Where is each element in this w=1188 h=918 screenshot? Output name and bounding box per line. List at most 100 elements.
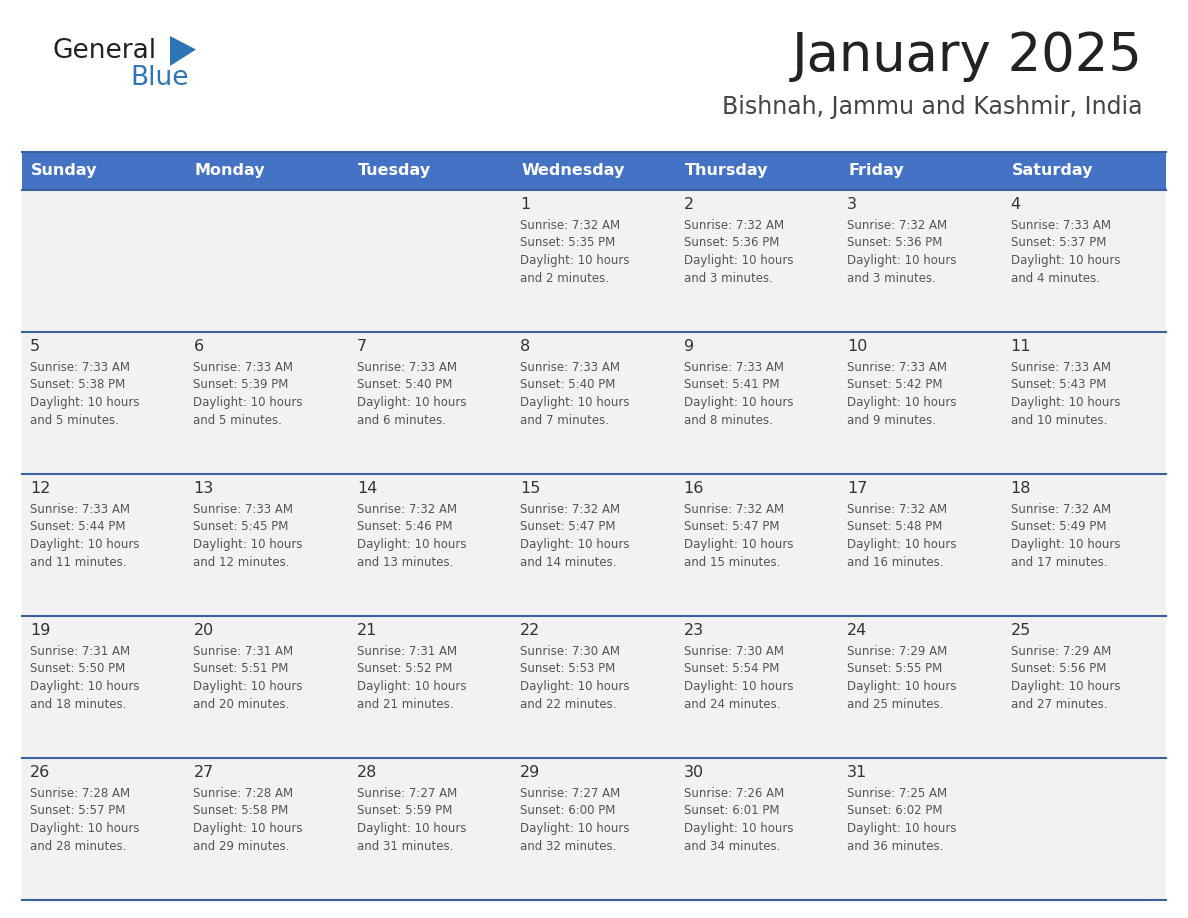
Text: and 18 minutes.: and 18 minutes. <box>30 698 126 711</box>
Text: Sunset: 5:58 PM: Sunset: 5:58 PM <box>194 804 289 818</box>
Text: Daylight: 10 hours: Daylight: 10 hours <box>847 822 956 835</box>
Bar <box>185 758 349 900</box>
Text: 19: 19 <box>30 623 50 638</box>
Bar <box>23 616 185 758</box>
Text: and 21 minutes.: and 21 minutes. <box>356 698 454 711</box>
Text: Sunrise: 7:32 AM: Sunrise: 7:32 AM <box>684 503 784 516</box>
Text: Daylight: 10 hours: Daylight: 10 hours <box>1011 680 1120 693</box>
Text: 2: 2 <box>684 197 694 212</box>
Text: Sunrise: 7:32 AM: Sunrise: 7:32 AM <box>684 219 784 232</box>
Bar <box>839 190 1003 332</box>
Text: and 25 minutes.: and 25 minutes. <box>847 698 943 711</box>
Bar <box>185 474 349 616</box>
Text: and 17 minutes.: and 17 minutes. <box>1011 555 1107 568</box>
Text: and 14 minutes.: and 14 minutes. <box>520 555 617 568</box>
Text: Sunset: 5:53 PM: Sunset: 5:53 PM <box>520 663 615 676</box>
Text: Daylight: 10 hours: Daylight: 10 hours <box>356 538 467 551</box>
Text: Daylight: 10 hours: Daylight: 10 hours <box>30 680 139 693</box>
Bar <box>512 190 676 332</box>
Bar <box>1003 474 1165 616</box>
Text: Sunset: 5:45 PM: Sunset: 5:45 PM <box>194 521 289 533</box>
Text: and 3 minutes.: and 3 minutes. <box>684 272 772 285</box>
Text: Daylight: 10 hours: Daylight: 10 hours <box>847 538 956 551</box>
Bar <box>1003 190 1165 332</box>
Text: and 27 minutes.: and 27 minutes. <box>1011 698 1107 711</box>
Text: Sunrise: 7:32 AM: Sunrise: 7:32 AM <box>1011 503 1111 516</box>
Text: 8: 8 <box>520 339 531 354</box>
Text: Sunset: 5:44 PM: Sunset: 5:44 PM <box>30 521 126 533</box>
Bar <box>349 332 512 474</box>
Text: Sunset: 6:01 PM: Sunset: 6:01 PM <box>684 804 779 818</box>
Text: 29: 29 <box>520 765 541 780</box>
Text: Daylight: 10 hours: Daylight: 10 hours <box>1011 396 1120 409</box>
Text: Daylight: 10 hours: Daylight: 10 hours <box>356 680 467 693</box>
Text: Monday: Monday <box>195 163 265 178</box>
Bar <box>23 758 185 900</box>
Text: Sunrise: 7:31 AM: Sunrise: 7:31 AM <box>356 645 457 658</box>
Text: 30: 30 <box>684 765 703 780</box>
Text: Blue: Blue <box>129 65 189 91</box>
Text: 25: 25 <box>1011 623 1031 638</box>
Text: 16: 16 <box>684 481 704 496</box>
Text: Sunset: 5:39 PM: Sunset: 5:39 PM <box>194 378 289 391</box>
Bar <box>839 152 1003 190</box>
Text: Sunset: 6:00 PM: Sunset: 6:00 PM <box>520 804 615 818</box>
Text: Daylight: 10 hours: Daylight: 10 hours <box>194 822 303 835</box>
Text: Sunrise: 7:33 AM: Sunrise: 7:33 AM <box>520 361 620 374</box>
Text: 23: 23 <box>684 623 703 638</box>
Text: 6: 6 <box>194 339 203 354</box>
Text: Daylight: 10 hours: Daylight: 10 hours <box>847 254 956 267</box>
Text: Daylight: 10 hours: Daylight: 10 hours <box>684 822 794 835</box>
Text: 9: 9 <box>684 339 694 354</box>
Text: Sunrise: 7:32 AM: Sunrise: 7:32 AM <box>847 219 947 232</box>
Bar <box>676 190 839 332</box>
Bar <box>512 474 676 616</box>
Text: and 3 minutes.: and 3 minutes. <box>847 272 936 285</box>
Text: Sunrise: 7:33 AM: Sunrise: 7:33 AM <box>194 361 293 374</box>
Text: 22: 22 <box>520 623 541 638</box>
Text: Sunrise: 7:30 AM: Sunrise: 7:30 AM <box>520 645 620 658</box>
Text: Sunday: Sunday <box>31 163 97 178</box>
Text: Daylight: 10 hours: Daylight: 10 hours <box>356 396 467 409</box>
Text: Thursday: Thursday <box>684 163 769 178</box>
Text: Daylight: 10 hours: Daylight: 10 hours <box>520 396 630 409</box>
Text: Sunrise: 7:28 AM: Sunrise: 7:28 AM <box>194 787 293 800</box>
Text: 5: 5 <box>30 339 40 354</box>
Text: Daylight: 10 hours: Daylight: 10 hours <box>194 538 303 551</box>
Text: Daylight: 10 hours: Daylight: 10 hours <box>30 538 139 551</box>
Text: Sunset: 5:38 PM: Sunset: 5:38 PM <box>30 378 125 391</box>
Text: and 20 minutes.: and 20 minutes. <box>194 698 290 711</box>
Text: Sunset: 5:57 PM: Sunset: 5:57 PM <box>30 804 126 818</box>
Text: Sunset: 5:46 PM: Sunset: 5:46 PM <box>356 521 453 533</box>
Text: General: General <box>52 38 156 64</box>
Bar <box>676 616 839 758</box>
Text: Daylight: 10 hours: Daylight: 10 hours <box>1011 538 1120 551</box>
Bar <box>349 758 512 900</box>
Bar <box>23 152 185 190</box>
Bar <box>676 152 839 190</box>
Bar <box>1003 758 1165 900</box>
Text: 21: 21 <box>356 623 378 638</box>
Text: Sunset: 5:40 PM: Sunset: 5:40 PM <box>356 378 453 391</box>
Text: Daylight: 10 hours: Daylight: 10 hours <box>1011 254 1120 267</box>
Bar <box>185 332 349 474</box>
Text: and 29 minutes.: and 29 minutes. <box>194 839 290 853</box>
Text: Sunrise: 7:32 AM: Sunrise: 7:32 AM <box>356 503 457 516</box>
Text: Sunset: 5:36 PM: Sunset: 5:36 PM <box>684 237 779 250</box>
Text: and 16 minutes.: and 16 minutes. <box>847 555 943 568</box>
Bar <box>512 758 676 900</box>
Bar <box>839 474 1003 616</box>
Bar <box>512 332 676 474</box>
Text: Friday: Friday <box>848 163 904 178</box>
Text: 24: 24 <box>847 623 867 638</box>
Text: Sunset: 5:59 PM: Sunset: 5:59 PM <box>356 804 453 818</box>
Bar <box>512 616 676 758</box>
Text: Daylight: 10 hours: Daylight: 10 hours <box>30 396 139 409</box>
Bar <box>839 758 1003 900</box>
Text: Sunset: 5:43 PM: Sunset: 5:43 PM <box>1011 378 1106 391</box>
Text: 28: 28 <box>356 765 378 780</box>
Text: and 5 minutes.: and 5 minutes. <box>30 413 119 427</box>
Text: 17: 17 <box>847 481 867 496</box>
Text: Sunset: 6:02 PM: Sunset: 6:02 PM <box>847 804 942 818</box>
Text: Tuesday: Tuesday <box>358 163 431 178</box>
